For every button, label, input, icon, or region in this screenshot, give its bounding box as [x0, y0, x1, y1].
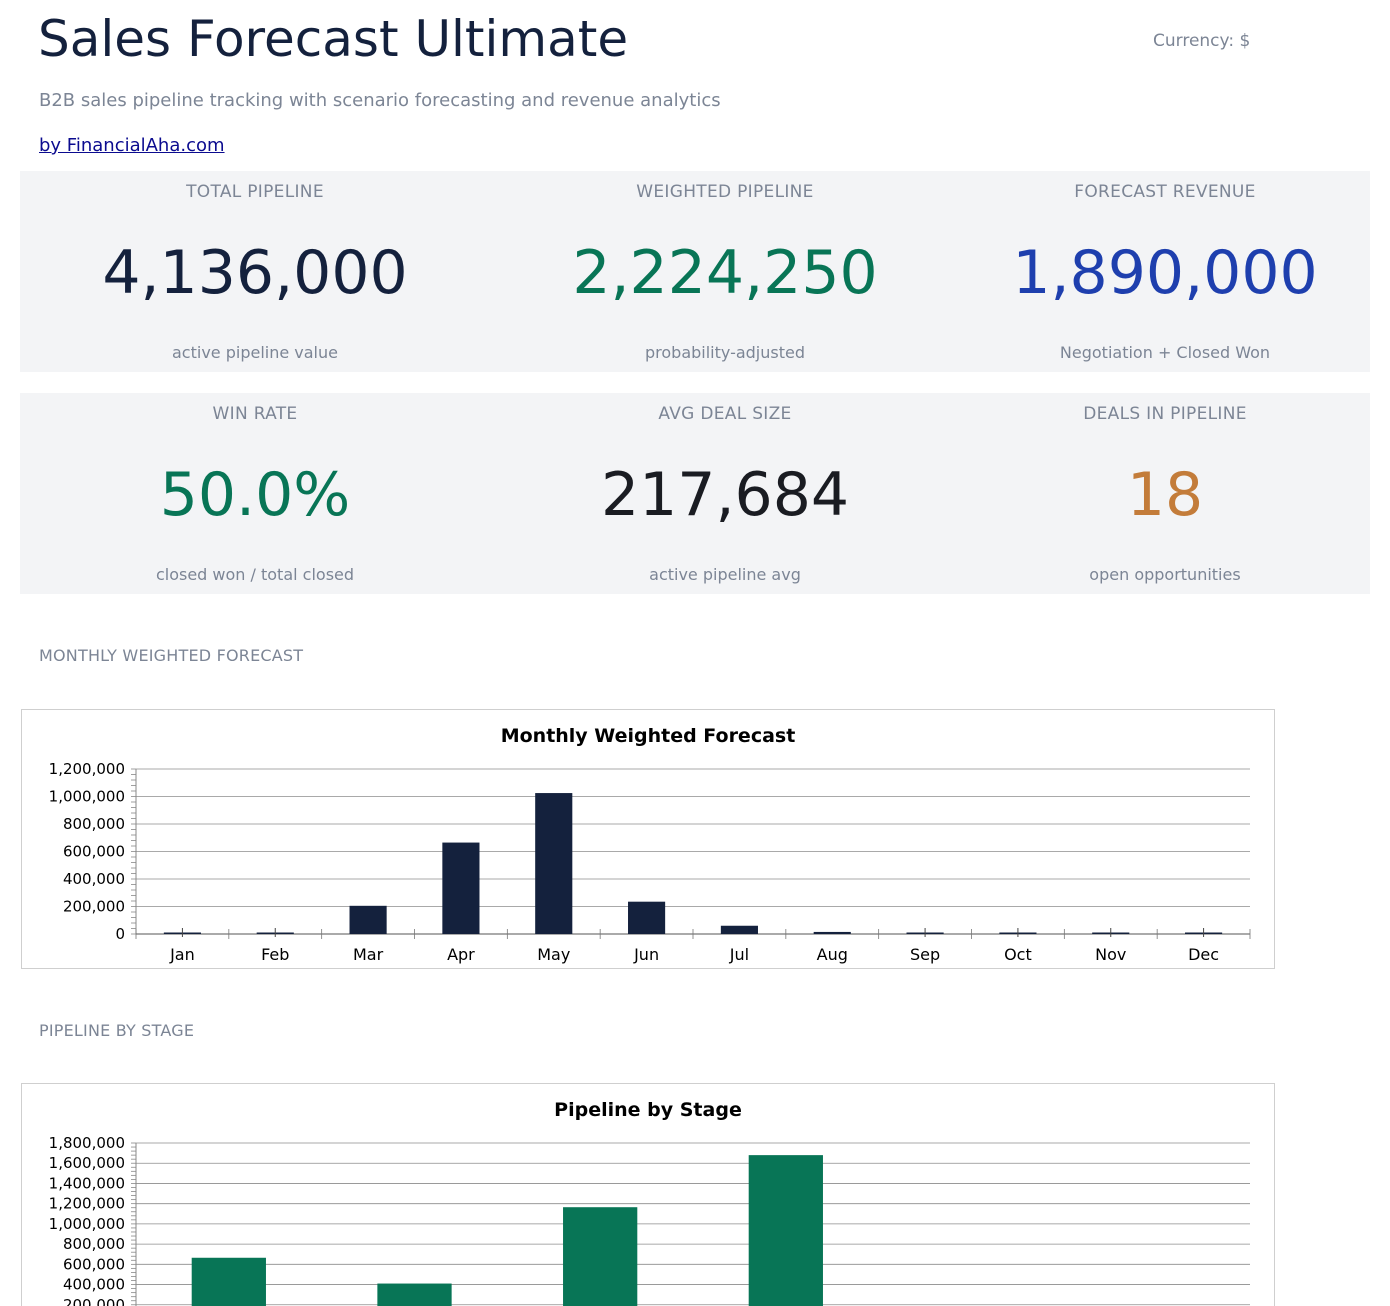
section-heading-monthly: MONTHLY WEIGHTED FORECAST: [39, 646, 304, 665]
kpi-label: WEIGHTED PIPELINE: [636, 182, 814, 202]
bar: [628, 901, 666, 934]
y-tick-label: 1,000,000: [49, 1215, 125, 1233]
kpi-value: 50.0%: [159, 460, 351, 530]
kpi-caption: active pipeline avg: [649, 565, 801, 584]
kpi-value: 4,136,000: [102, 238, 408, 308]
kpi-win-rate: WIN RATE 50.0% closed won / total closed: [20, 393, 490, 594]
y-tick-label: 1,200,000: [49, 760, 125, 778]
bar: [748, 1155, 823, 1306]
y-tick-label: 200,000: [63, 898, 125, 916]
x-tick-label: Jan: [169, 945, 195, 964]
x-tick-label: Apr: [447, 945, 475, 964]
bar: [377, 1283, 452, 1306]
y-tick-label: 200,000: [63, 1296, 125, 1306]
kpi-value: 217,684: [600, 460, 850, 530]
y-tick-label: 400,000: [63, 870, 125, 888]
kpi-forecast-revenue: FORECAST REVENUE 1,890,000 Negotiation +…: [945, 171, 1385, 372]
kpi-total-pipeline: TOTAL PIPELINE 4,136,000 active pipeline…: [20, 171, 490, 372]
y-tick-label: 800,000: [63, 1235, 125, 1253]
bar: [720, 925, 758, 934]
x-tick-label: Mar: [353, 945, 384, 964]
page-subtitle: B2B sales pipeline tracking with scenari…: [39, 90, 721, 111]
byline-link[interactable]: by FinancialAha.com: [39, 135, 225, 156]
x-tick-label: Dec: [1188, 945, 1219, 964]
x-tick-label: Feb: [261, 945, 289, 964]
y-tick-label: 800,000: [63, 815, 125, 833]
monthly-forecast-plot: 0 200,000 400,000 600,000 800,000 1,000,000 1,…: [49, 760, 1251, 964]
bar: [442, 842, 480, 934]
chart-title: Monthly Weighted Forecast: [500, 725, 796, 747]
kpi-value: 18: [1126, 460, 1204, 530]
y-tick-label: 0: [115, 925, 125, 943]
x-tick-label: Oct: [1004, 945, 1032, 964]
y-tick-label: 1,800,000: [49, 1134, 125, 1152]
bar: [563, 1207, 638, 1306]
x-tick-label: Jul: [729, 945, 749, 964]
pipeline-by-stage-plot: 200,000 400,000 600,000 800,000 1,000,000 1,2…: [49, 1134, 1250, 1306]
bar: [349, 905, 387, 934]
y-tick-label: 400,000: [63, 1276, 125, 1294]
kpi-weighted-pipeline: WEIGHTED PIPELINE 2,224,250 probability-…: [490, 171, 960, 372]
y-tick-label: 1,200,000: [49, 1195, 125, 1213]
x-tick-label: Jun: [633, 945, 659, 964]
kpi-row-1: TOTAL PIPELINE 4,136,000 active pipeline…: [20, 171, 1370, 372]
y-tick-label: 600,000: [63, 1255, 125, 1273]
bar: [191, 1257, 266, 1306]
chart-title: Pipeline by Stage: [554, 1099, 742, 1121]
kpi-label: TOTAL PIPELINE: [186, 182, 324, 202]
pipeline-by-stage-chart: Pipeline by Stage 200,000 400,000 600,000 8…: [21, 1083, 1275, 1306]
currency-label: Currency: $: [1153, 31, 1251, 51]
kpi-avg-deal-size: AVG DEAL SIZE 217,684 active pipeline av…: [490, 393, 960, 594]
monthly-forecast-chart: Monthly Weighted Forecast 0 200,000 400,00…: [21, 709, 1275, 969]
x-tick-label: Aug: [817, 945, 848, 964]
kpi-caption: open opportunities: [1089, 565, 1241, 584]
y-tick-label: 1,600,000: [49, 1154, 125, 1172]
kpi-value: 2,224,250: [572, 238, 878, 308]
y-tick-label: 1,000,000: [49, 788, 125, 806]
kpi-caption: Negotiation + Closed Won: [1059, 343, 1271, 362]
kpi-caption: active pipeline value: [172, 343, 338, 362]
x-tick-label: Sep: [910, 945, 940, 964]
kpi-label: DEALS IN PIPELINE: [1083, 404, 1247, 424]
bar: [535, 793, 573, 934]
kpi-value: 1,890,000: [1012, 238, 1318, 308]
kpi-caption: closed won / total closed: [155, 565, 355, 584]
x-tick-label: Nov: [1095, 945, 1126, 964]
bar: [813, 931, 851, 934]
x-tick-label: May: [537, 945, 570, 964]
kpi-label: WIN RATE: [212, 404, 298, 424]
section-heading-stage: PIPELINE BY STAGE: [39, 1021, 195, 1040]
y-tick-label: 1,400,000: [49, 1174, 125, 1192]
kpi-row-2: WIN RATE 50.0% closed won / total closed…: [20, 393, 1370, 594]
kpi-label: FORECAST REVENUE: [1074, 182, 1256, 202]
kpi-deals-in-pipeline: DEALS IN PIPELINE 18 open opportunities: [945, 393, 1385, 594]
kpi-caption: probability-adjusted: [644, 343, 805, 362]
page-title: Sales Forecast Ultimate: [38, 10, 629, 68]
y-tick-label: 600,000: [63, 843, 125, 861]
kpi-label: AVG DEAL SIZE: [658, 404, 792, 424]
